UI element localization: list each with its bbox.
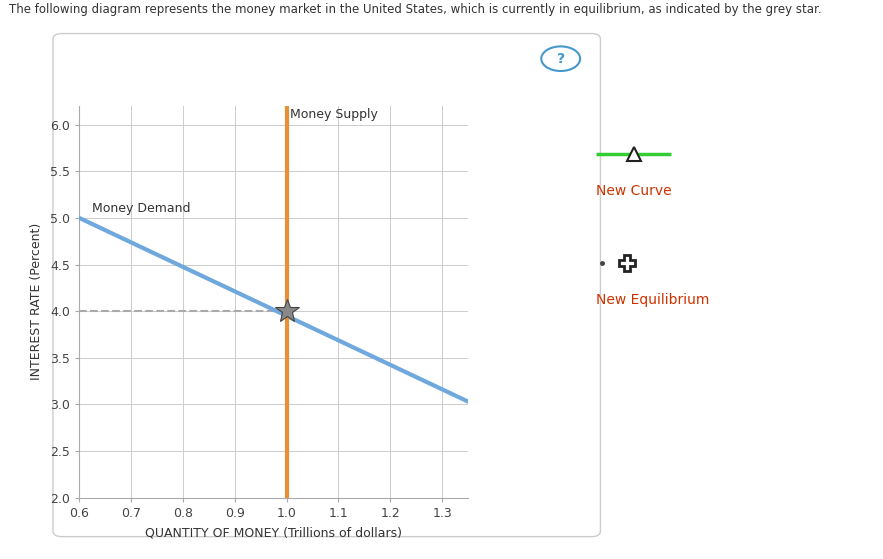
Text: New Curve: New Curve: [596, 184, 672, 198]
Text: New Equilibrium: New Equilibrium: [596, 293, 709, 307]
Y-axis label: INTEREST RATE (Percent): INTEREST RATE (Percent): [31, 223, 43, 381]
Text: Money Supply: Money Supply: [290, 108, 378, 121]
Text: Money Demand: Money Demand: [93, 202, 191, 215]
Text: ?: ?: [556, 51, 565, 66]
X-axis label: QUANTITY OF MONEY (Trillions of dollars): QUANTITY OF MONEY (Trillions of dollars): [145, 527, 403, 539]
Text: The following diagram represents the money market in the United States, which is: The following diagram represents the mon…: [9, 3, 821, 16]
